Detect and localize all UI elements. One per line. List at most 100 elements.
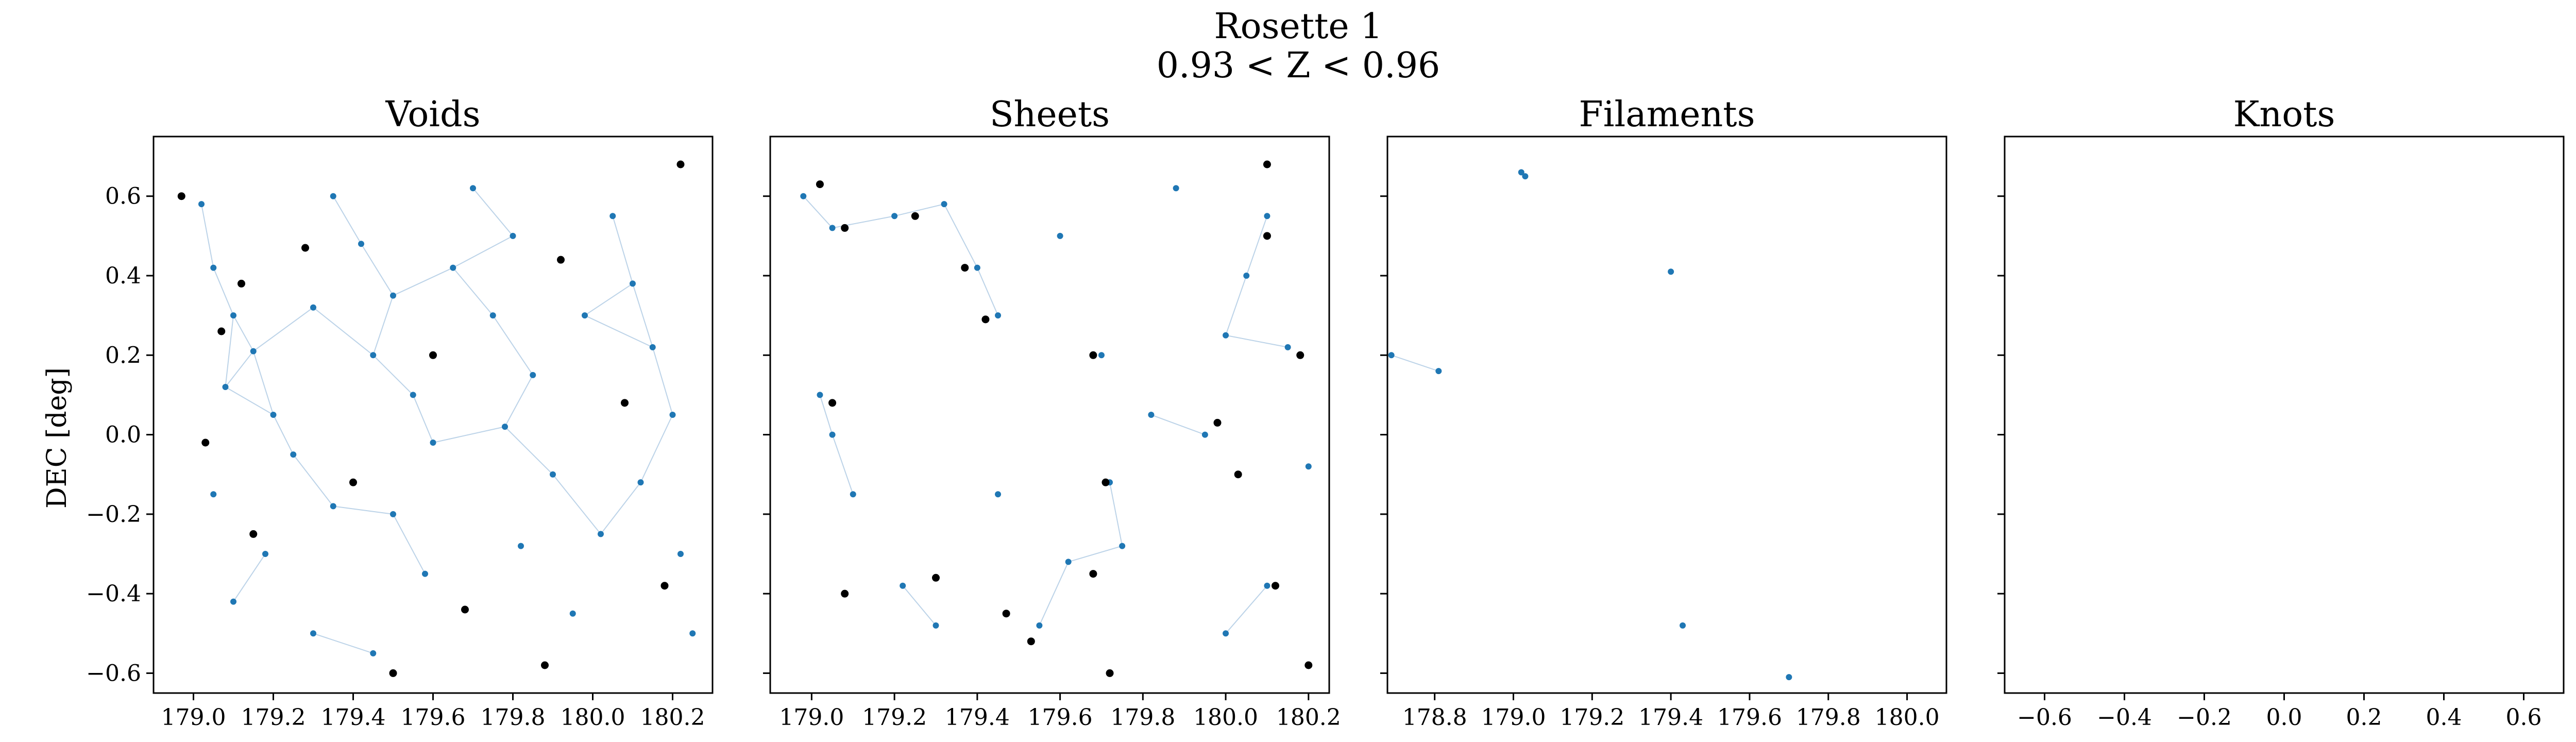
highlight-point [1002,610,1010,618]
data-point [230,598,236,605]
highlight-point [911,212,919,220]
data-point [1201,431,1208,438]
data-point [210,491,217,498]
highlight-point [557,256,565,264]
panel-title: Filaments [1579,94,1755,135]
data-point [1518,169,1524,176]
edge-line [640,414,673,483]
highlight-point [660,582,669,590]
data-point [941,201,947,208]
y-tick-label: 0.6 [105,183,141,210]
edge-line [332,196,362,244]
edge-line [1225,275,1247,336]
x-tick-label: 0.4 [2426,704,2462,731]
panel-sheets: Sheets 179.0 179.2 179.4 179.6 179.8 180.0 180.… [763,94,1341,731]
highlight-point [217,327,226,335]
edge-line [1225,334,1288,348]
edge-line [803,196,833,229]
edge-line [652,347,673,415]
data-point [310,630,316,637]
edge-line [902,585,937,626]
x-tick-label: 178.8 [1402,704,1467,731]
data-point [1264,582,1270,589]
x-tick-label: 179.6 [401,704,466,731]
edge-line [361,243,394,296]
data-point [649,344,656,350]
x-tick-label: 179.0 [161,704,226,731]
edge-line [333,505,394,515]
highlight-point [1263,160,1271,168]
highlight-point [828,399,837,407]
data-point [250,348,257,355]
highlight-point [1101,478,1110,486]
data-point [1173,185,1179,192]
series-highlight [816,160,1313,677]
highlight-point [621,399,629,407]
edge-line [225,386,274,415]
series-highlight [177,160,685,677]
highlight-point [931,574,940,582]
axes-frame [152,136,714,694]
highlight-point [1304,661,1313,669]
x-tick-label: 0.2 [2346,704,2382,731]
data-point [230,312,236,319]
data-point [222,384,229,390]
edge-line [600,482,641,535]
data-point [270,412,277,418]
data-point [850,491,856,498]
data-point [262,551,268,557]
data-point [1435,368,1442,375]
x-tick-label: 179.4 [1638,704,1703,731]
highlight-point [1027,637,1035,646]
highlight-point [201,439,210,447]
highlight-point [1213,418,1222,427]
axes-frame [1386,136,1947,694]
data-point [470,185,476,192]
edge-line [632,283,653,348]
panel-voids: Voids 179.0 179.2 179.4 179.6 179.8 180.0 180.2… [86,94,714,731]
data-point [829,225,836,231]
axes-frame [769,136,1330,694]
edge-line [472,188,514,237]
x-tick-label: 179.8 [1796,704,1861,731]
panel-title: Knots [2233,94,2335,135]
data-point [422,570,428,577]
network-edges [1391,172,1526,372]
edge-line [252,351,274,415]
highlight-point [349,478,357,486]
plot-area [177,160,696,677]
data-point [1098,352,1105,359]
x-tick-label: 180.0 [561,704,625,731]
highlight-point [816,180,824,189]
edge-line [492,315,534,376]
data-point [530,372,536,378]
x-tick-label: 179.4 [321,704,386,731]
data-point [370,650,377,656]
data-point [1036,622,1043,629]
data-point [974,264,980,271]
data-point [1065,559,1072,565]
series-field [800,185,1312,637]
y-tick-label: 0.0 [105,422,141,448]
highlight-point [1089,570,1097,578]
data-point [891,213,898,220]
edge-line [943,204,978,268]
edge-line [584,315,653,348]
edge-line [976,267,998,316]
data-point [518,543,524,549]
x-tick-label: 180.0 [1875,704,1940,731]
highlight-point [249,530,258,538]
edge-line [225,350,254,387]
figure-title-line1: Rosette 1 [1214,6,1382,47]
data-point [1264,213,1270,220]
edge-line [894,204,944,217]
data-point [502,424,508,430]
edge-line [452,235,513,268]
y-tick-label: 0.4 [105,263,141,289]
edge-line [313,633,374,654]
data-point [550,471,556,478]
data-point [1786,674,1792,681]
y-axis-label: DEC [deg] [42,367,73,509]
data-point [330,193,336,199]
edge-line [273,414,294,455]
